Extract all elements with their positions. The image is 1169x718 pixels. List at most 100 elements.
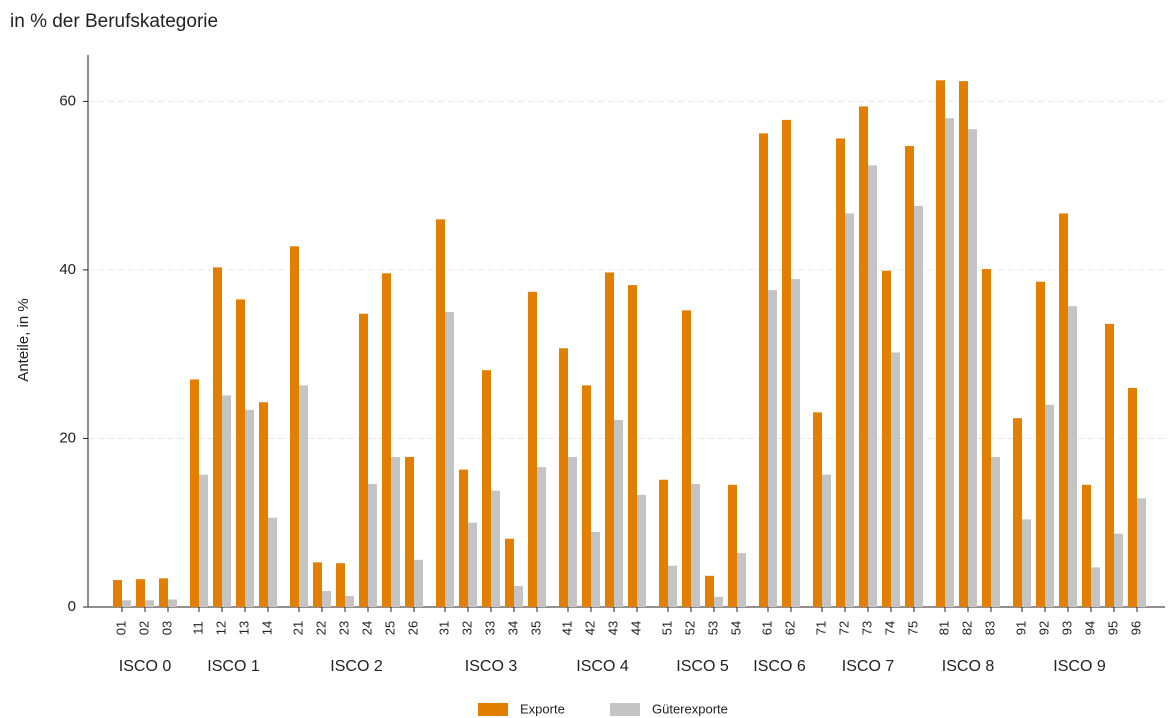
bar [1022,519,1031,607]
bar [822,474,831,607]
bar [568,456,577,607]
bar [605,272,614,607]
x-tick-label: 61 [759,621,774,635]
bar [768,290,777,607]
bar [259,402,268,607]
bar [113,580,122,607]
x-tick-label: 33 [482,621,497,635]
bar [245,409,254,607]
x-tick-label: 43 [605,621,620,635]
bar [190,379,199,607]
x-tick-label: 01 [113,621,128,635]
x-tick-label: 75 [905,621,920,635]
x-tick-label: 31 [436,621,451,635]
bar [714,596,723,607]
bar [528,291,537,607]
bar [1128,387,1137,607]
bar [813,412,822,607]
legend-label: Güterexporte [652,701,728,716]
bar [168,599,177,607]
bar [1036,281,1045,607]
bar [728,484,737,607]
bar [1114,533,1123,607]
bar [868,165,877,607]
group-label: ISCO 3 [465,658,518,675]
bar [391,456,400,607]
x-tick-label: 95 [1105,621,1120,635]
bar [313,562,322,607]
legend-label: Exporte [520,701,565,716]
x-tick-label: 73 [859,621,874,635]
bar [1013,418,1022,607]
x-tick-label: 72 [836,621,851,635]
bar [945,118,954,607]
bar [445,312,454,607]
group-label: ISCO 9 [1053,658,1106,675]
bar [1045,404,1054,607]
y-tick-label: 20 [59,429,76,446]
bar [614,419,623,607]
bar [436,219,445,607]
x-tick-label: 96 [1128,621,1143,635]
bar [991,456,1000,607]
bar [591,531,600,607]
x-tick-label: 25 [382,621,397,635]
x-tick-label: 32 [459,621,474,635]
group-label: ISCO 0 [119,658,172,675]
x-tick-label: 94 [1082,621,1097,635]
bar [405,456,414,607]
x-tick-label: 62 [782,621,797,635]
bar [705,575,714,607]
bar [213,267,222,607]
bar [1082,484,1091,607]
x-tick-label: 53 [705,621,720,635]
x-tick-label: 82 [959,621,974,635]
x-tick-label: 91 [1013,621,1028,635]
x-tick-label: 81 [936,621,951,635]
group-label: ISCO 4 [576,658,629,675]
bar [459,469,468,607]
group-label: ISCO 5 [676,658,729,675]
x-tick-label: 13 [236,621,251,635]
group-label: ISCO 6 [753,658,806,675]
bar [482,370,491,607]
bar [582,385,591,607]
bar [537,467,546,607]
bar [322,590,331,607]
bar [290,246,299,607]
y-axis-label: Anteile, in % [15,298,32,381]
bar [891,352,900,607]
bar [345,596,354,607]
bar [882,270,891,607]
x-tick-label: 52 [682,621,697,635]
x-tick-label: 26 [405,621,420,635]
bar [268,517,277,607]
bar [145,600,154,607]
x-tick-label: 11 [190,621,205,635]
legend-swatch [478,703,508,716]
y-tick-label: 40 [59,261,76,278]
x-tick-label: 83 [982,621,997,635]
x-tick-label: 74 [882,621,897,635]
bar [791,279,800,607]
bar [336,563,345,607]
bar [199,474,208,607]
x-tick-label: 23 [336,621,351,635]
bar [222,395,231,607]
bar [759,133,768,607]
group-label: ISCO 7 [842,658,895,675]
bar [1091,567,1100,607]
legend-swatch [610,703,640,716]
x-tick-label: 71 [813,621,828,635]
x-tick-label: 24 [359,621,374,635]
x-tick-label: 41 [559,621,574,635]
bar [505,538,514,607]
x-tick-label: 92 [1036,621,1051,635]
bar [737,553,746,607]
x-tick-label: 93 [1059,621,1074,635]
bar [691,483,700,607]
bar [637,494,646,607]
bar [122,600,131,607]
bar [668,565,677,607]
